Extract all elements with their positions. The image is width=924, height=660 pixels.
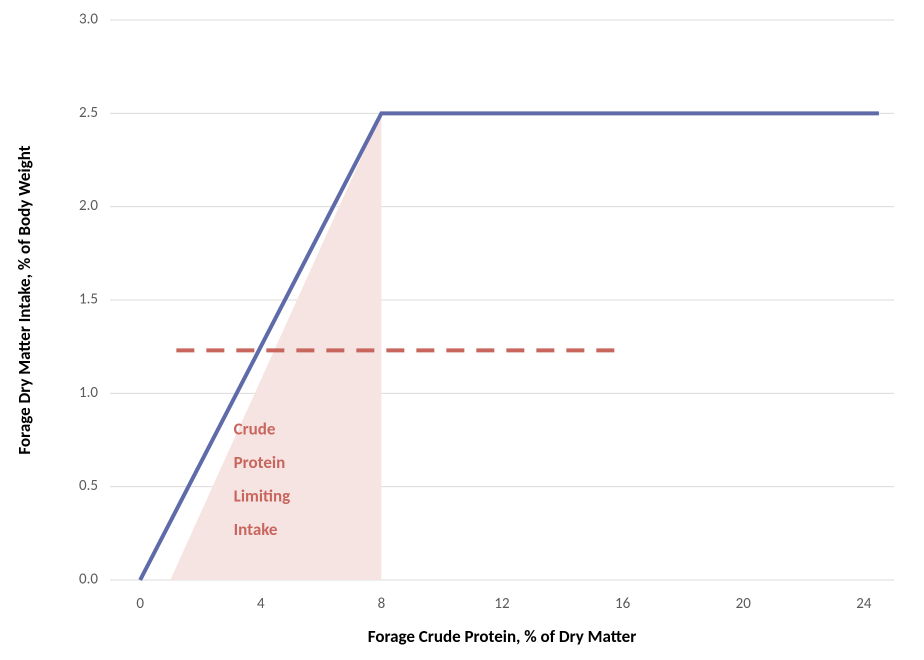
y-tick-label: 0.0 [79,571,98,589]
x-axis-title: Forage Crude Protein, % of Dry Matter [368,626,637,647]
y-tick-label: 1.0 [79,384,98,402]
line-chart: 0.0 0.5 1.0 1.5 2.0 2.5 3.0 0 4 8 12 16 20 24 Forage C… [0,0,924,660]
x-tick-label: 0 [136,595,144,613]
x-tick-label: 24 [856,595,872,613]
y-tick-label: 2.5 [79,104,98,122]
annotation-text: Intake [234,519,278,540]
y-tick-label: 2.0 [79,197,98,215]
y-tick-label: 1.5 [79,291,98,309]
y-tick-label: 0.5 [79,477,98,495]
chart-container: 0.0 0.5 1.0 1.5 2.0 2.5 3.0 0 4 8 12 16 20 24 Forage C… [0,0,924,660]
x-tick-label: 12 [494,595,509,613]
x-tick-label: 20 [736,595,752,613]
y-axis-title: Forage Dry Matter Intake, % of Body Weig… [14,145,35,454]
annotation-text: Protein [234,452,286,473]
y-tick-label: 3.0 [79,11,98,29]
x-tick-label: 4 [257,595,265,613]
x-tick-label: 8 [378,595,386,613]
annotation-text: Crude [234,418,276,439]
x-tick-label: 16 [615,595,631,613]
annotation-text: Limiting [234,486,291,507]
